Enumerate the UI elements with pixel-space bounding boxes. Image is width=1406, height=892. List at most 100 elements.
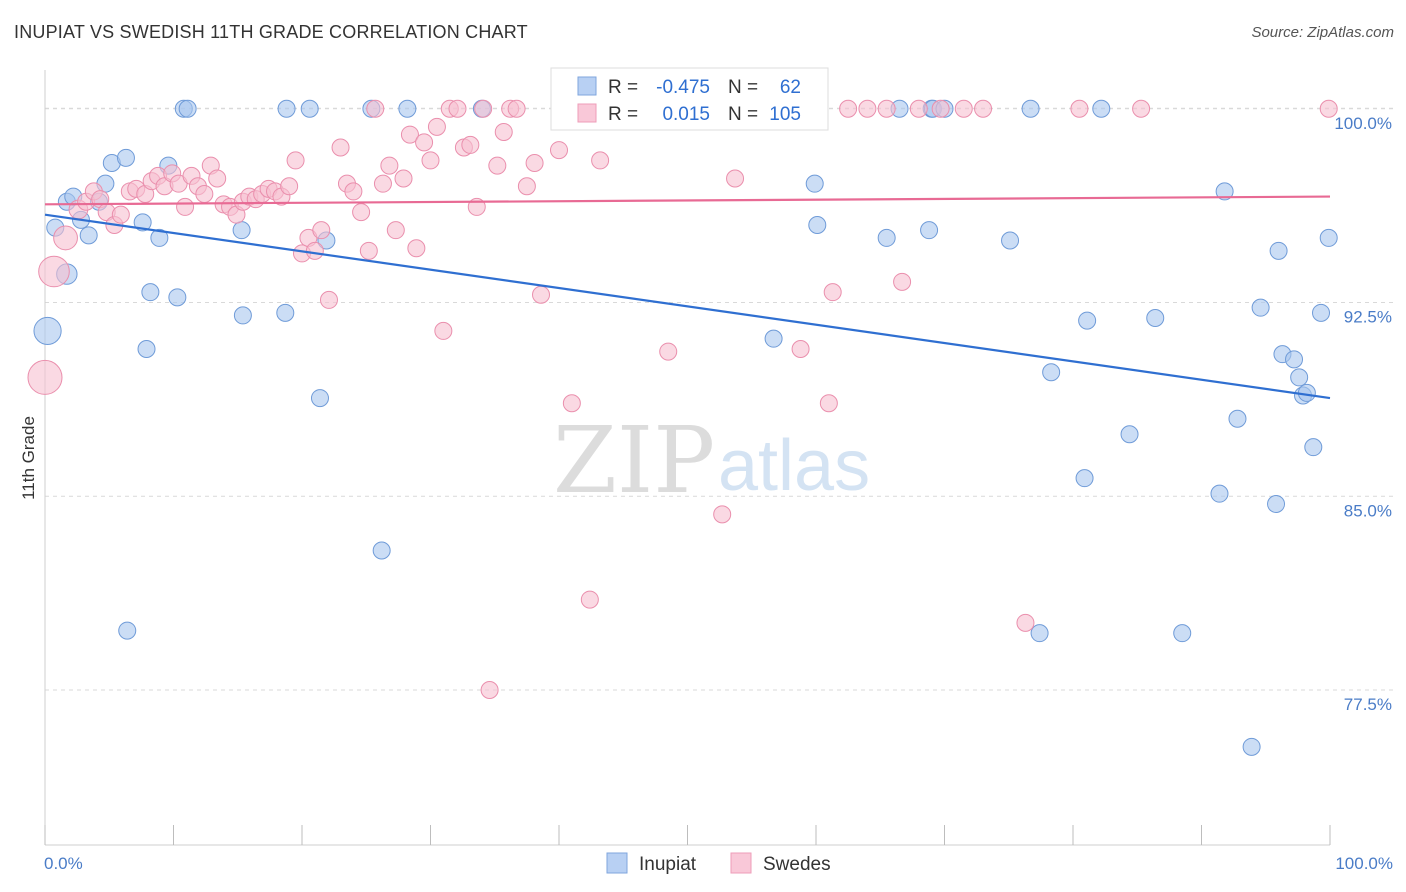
- swedes-point: [344, 182, 363, 201]
- inupiat-point: [805, 174, 824, 193]
- swedes-point: [286, 151, 305, 170]
- watermark-atlas: atlas: [718, 426, 870, 506]
- swedes-point: [974, 99, 993, 118]
- legend-n-value-2: 105: [769, 104, 801, 125]
- swedes-point: [1132, 99, 1151, 118]
- y-tick-labels: 77.5% 85.0% 92.5% 100.0%: [1334, 114, 1392, 714]
- inupiat-point: [141, 283, 160, 302]
- swedes-point: [954, 99, 973, 118]
- swedes-point: [38, 255, 70, 288]
- inupiat-point: [764, 329, 783, 348]
- inupiat-point: [1290, 368, 1309, 387]
- legend-swatch-inupiat: [577, 76, 597, 96]
- bottom-legend: Inupiat Swedes: [606, 852, 831, 875]
- swedes-point: [386, 221, 405, 240]
- swedes-point: [1319, 99, 1338, 118]
- swedes-point: [713, 505, 732, 524]
- inupiat-point: [277, 99, 296, 118]
- inupiat-point: [168, 288, 187, 307]
- inupiat-point: [1312, 303, 1331, 322]
- inupiat-point: [1285, 350, 1304, 369]
- swedes-point: [839, 99, 858, 118]
- inupiat-point: [79, 226, 98, 245]
- bottom-legend-label-swedes: Swedes: [763, 854, 831, 875]
- swedes-point: [517, 177, 536, 196]
- swedes-point: [434, 321, 453, 340]
- swedes-point: [550, 141, 568, 160]
- swedes-point: [525, 154, 544, 172]
- source-note: Source: ZipAtlas.com: [1251, 24, 1394, 41]
- inupiat-point: [1173, 624, 1192, 643]
- inupiat-point: [1319, 228, 1338, 247]
- swedes-point: [909, 99, 928, 118]
- y-axis-label: 11th Grade: [19, 416, 38, 500]
- swedes-point: [448, 99, 467, 118]
- inupiat-point: [1267, 495, 1286, 513]
- swedes-point: [400, 125, 419, 144]
- swedes-point: [312, 221, 331, 240]
- inupiat-point: [1146, 309, 1165, 327]
- swedes-point: [53, 225, 78, 251]
- bottom-legend-swatch-swedes: [730, 852, 752, 874]
- correlation-legend: R = -0.475 N = 62 R = 0.015 N = 105: [550, 67, 829, 131]
- inupiat-point: [1251, 298, 1270, 317]
- swedes-point: [931, 99, 950, 118]
- legend-box: [550, 67, 829, 131]
- swedes-point: [427, 117, 446, 136]
- inupiat-point: [276, 303, 295, 322]
- swedes-point: [380, 156, 399, 175]
- inupiat-point: [137, 340, 156, 358]
- inupiat-point: [920, 221, 939, 240]
- series-swedes: [27, 99, 1338, 699]
- swedes-point: [580, 590, 599, 609]
- swedes-point: [591, 151, 610, 170]
- x-tick-label: 0.0%: [44, 854, 83, 873]
- inupiat-point: [1242, 737, 1261, 756]
- swedes-point: [319, 290, 338, 309]
- swedes-point: [366, 99, 385, 118]
- swedes-point: [877, 99, 896, 118]
- inupiat-point: [1304, 438, 1323, 457]
- swedes-trendline: [44, 195, 1331, 206]
- inupiat-trendline: [44, 213, 1331, 400]
- axes: [44, 70, 1331, 846]
- swedes-point: [421, 151, 440, 170]
- swedes-point: [488, 156, 507, 175]
- legend-n-label-2: N =: [728, 104, 758, 125]
- bottom-legend-swatch-inupiat: [606, 852, 628, 874]
- inupiat-point: [150, 228, 169, 247]
- inupiat-point: [1078, 311, 1097, 330]
- swedes-point: [1016, 613, 1035, 632]
- swedes-point: [532, 285, 551, 304]
- bottom-legend-label-inupiat: Inupiat: [639, 854, 697, 875]
- swedes-point: [474, 99, 493, 118]
- x-tick-labels: 0.0% 100.0%: [44, 854, 1393, 873]
- inupiat-point: [398, 99, 417, 118]
- swedes-point: [415, 133, 434, 152]
- inupiat-point: [877, 228, 896, 247]
- inupiat-point: [118, 621, 137, 640]
- swedes-point: [819, 394, 838, 413]
- swedes-point: [461, 135, 480, 154]
- inupiat-point: [178, 99, 197, 118]
- inupiat-point: [1030, 624, 1049, 643]
- swedes-point: [480, 681, 499, 699]
- inupiat-point: [1269, 241, 1288, 260]
- inupiat-point: [116, 148, 135, 167]
- swedes-point: [373, 174, 392, 193]
- swedes-point: [659, 342, 678, 361]
- inupiat-point: [1092, 99, 1111, 118]
- swedes-point: [507, 99, 526, 118]
- swedes-point: [562, 394, 581, 413]
- swedes-point: [791, 340, 810, 358]
- y-tick-label: 100.0%: [1334, 114, 1392, 133]
- inupiat-point: [133, 213, 152, 232]
- swedes-point: [331, 138, 350, 157]
- swedes-point: [823, 283, 842, 302]
- inupiat-point: [233, 306, 252, 325]
- inupiat-point: [1001, 231, 1020, 250]
- inupiat-point: [1228, 409, 1247, 428]
- inupiat-point: [808, 216, 827, 234]
- legend-r-label-1: R =: [608, 77, 638, 98]
- swedes-point: [195, 185, 214, 203]
